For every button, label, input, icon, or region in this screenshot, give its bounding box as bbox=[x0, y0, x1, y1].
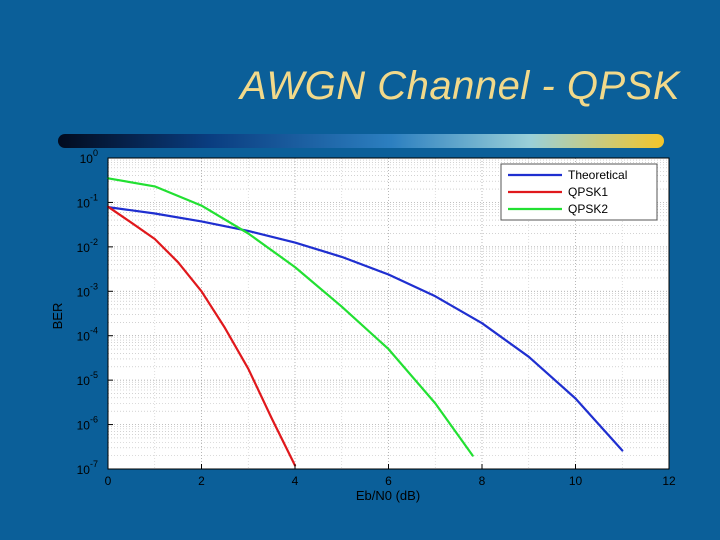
x-tick-label: 0 bbox=[105, 474, 112, 488]
x-tick-label: 4 bbox=[292, 474, 299, 488]
series-line-theoretical bbox=[106, 206, 624, 452]
y-tick-exponent: -6 bbox=[90, 415, 98, 425]
slide-title: AWGN Channel - QPSK bbox=[239, 64, 680, 108]
y-tick-exponent: -2 bbox=[90, 237, 98, 247]
x-tick-label: 2 bbox=[198, 474, 205, 488]
y-tick-label: 10-4 bbox=[77, 326, 98, 344]
x-tick-label: 10 bbox=[569, 474, 583, 488]
y-tick-exponent: -7 bbox=[90, 459, 98, 469]
y-tick-exponent: 0 bbox=[93, 148, 98, 158]
x-axis-ticks: 0 2 4 6 8 10 12 bbox=[105, 464, 676, 488]
y-tick-base: 10 bbox=[77, 241, 91, 255]
series-line-qpsk2 bbox=[106, 177, 474, 457]
y-tick-base: 10 bbox=[77, 330, 91, 344]
legend: Theoretical QPSK1 QPSK2 bbox=[500, 163, 658, 221]
y-tick-exponent: -1 bbox=[90, 192, 98, 202]
y-tick-label: 10-7 bbox=[77, 459, 98, 477]
y-tick-exponent: -3 bbox=[90, 281, 98, 291]
y-tick-exponent: -4 bbox=[90, 326, 98, 336]
series-line-qpsk1 bbox=[106, 205, 297, 467]
series-layer bbox=[106, 177, 624, 467]
y-tick-exponent: -5 bbox=[90, 370, 98, 380]
y-tick-base: 10 bbox=[80, 152, 94, 166]
y-tick-label: 10-3 bbox=[77, 281, 98, 299]
y-tick-base: 10 bbox=[77, 419, 91, 433]
x-tick-label: 12 bbox=[662, 474, 676, 488]
x-tick-label: 8 bbox=[479, 474, 486, 488]
legend-label-theoretical: Theoretical bbox=[568, 168, 627, 182]
y-tick-base: 10 bbox=[77, 285, 91, 299]
y-axis-title: BER bbox=[50, 303, 65, 330]
y-tick-base: 10 bbox=[77, 374, 91, 388]
y-tick-label: 10-6 bbox=[77, 415, 98, 433]
y-tick-base: 10 bbox=[77, 463, 91, 477]
title-divider bbox=[58, 134, 664, 148]
y-tick-label: 10-5 bbox=[77, 370, 98, 388]
legend-label-qpsk1: QPSK1 bbox=[568, 185, 608, 199]
y-tick-base: 10 bbox=[77, 196, 91, 210]
y-tick-label: 100 bbox=[80, 148, 98, 166]
y-tick-label: 10-2 bbox=[77, 237, 98, 255]
legend-label-qpsk2: QPSK2 bbox=[568, 202, 608, 216]
y-tick-label: 10-1 bbox=[77, 192, 98, 210]
x-tick-label: 6 bbox=[385, 474, 392, 488]
x-axis-title-text: Eb/N0 (dB) bbox=[356, 488, 420, 503]
x-axis-title: Eb/N0 (dB) bbox=[356, 488, 420, 503]
